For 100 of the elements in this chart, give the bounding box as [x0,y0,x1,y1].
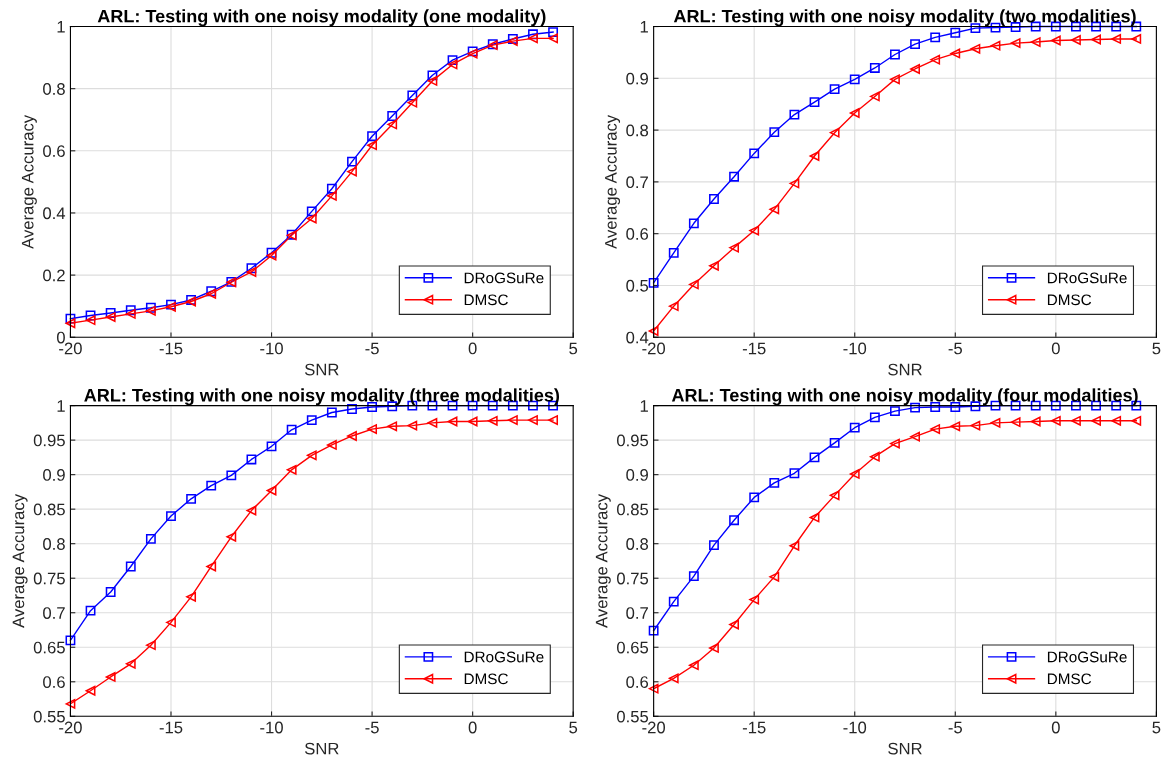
point [1010,417,1021,428]
point [749,148,760,159]
point [347,156,357,167]
point [890,406,900,417]
point [769,127,780,138]
point [950,421,961,432]
point [427,70,438,81]
chart-title: ARL: Testing with one noisy modality (two modalities) [673,9,1136,27]
point [688,279,699,290]
y-tick-label: 0.75 [33,572,65,585]
point [648,625,659,636]
point [849,422,860,433]
x-tick-label: -5 [365,721,379,734]
point [970,420,981,431]
y-tick-label: 0.85 [33,503,65,516]
point [387,111,398,121]
point [1050,415,1061,426]
point [789,109,800,120]
legend-label: DRoGSuRe [464,272,544,284]
point [387,421,398,432]
point [407,420,418,431]
point [85,315,96,326]
point [447,416,458,427]
point [65,318,76,329]
point [829,84,840,95]
legend-label: DRoGSuRe [1047,651,1127,663]
point [910,431,920,442]
point [125,305,136,316]
y-tick-label: 0.55 [616,710,649,723]
x-tick-label: 5 [1152,721,1161,734]
legend-label: DRoGSuRe [464,651,544,663]
y-tick-label: 0.95 [33,434,65,447]
point [548,415,559,426]
point [1071,415,1081,426]
point [367,424,378,435]
y-tick-label: 1 [640,21,648,33]
point [849,74,860,85]
point [306,213,317,224]
point [1131,415,1142,426]
point [266,441,277,452]
point [105,672,116,682]
point [226,470,237,481]
y-tick-label: 0.5 [626,279,649,292]
point [890,49,900,60]
point [528,33,538,44]
point [487,415,498,426]
point [849,108,860,118]
point [648,277,659,288]
y-axis-title: Average Accuracy [21,114,37,249]
point [930,424,941,435]
x-axis-title: SNR [888,742,922,755]
point [347,404,357,414]
point [186,591,197,602]
y-tick-label: 0.2 [43,269,65,282]
point [930,54,941,65]
point [829,127,840,138]
point [729,619,740,630]
point [709,260,719,271]
point [125,658,136,669]
y-axis-title: Average Accuracy [12,493,28,628]
x-tick-label: 0 [1051,342,1060,355]
point [387,119,398,130]
point [849,469,860,479]
point [326,183,337,194]
point [145,533,156,544]
point [809,151,820,161]
x-axis-title: SNR [304,742,339,755]
point [809,512,820,523]
point [347,431,357,441]
point [890,74,900,85]
point [869,412,880,423]
point [367,140,378,151]
point [869,91,880,102]
x-tick-label: -5 [948,721,962,734]
point [367,131,378,142]
point [246,454,257,465]
y-tick-label: 0.8 [626,124,649,137]
point [326,440,337,450]
x-tick-label: -10 [260,721,283,734]
point [1071,35,1081,45]
point [266,485,277,496]
point [447,59,458,70]
point [709,643,719,653]
point [648,683,659,694]
y-tick-label: 0.8 [626,538,649,550]
point [528,415,538,426]
point [125,561,136,572]
y-tick-label: 0.7 [43,607,65,619]
legend-label: DMSC [1047,673,1092,685]
point [1091,415,1101,426]
point [65,313,76,324]
point [246,263,257,274]
x-tick-label: -15 [159,721,183,734]
point [65,635,76,646]
x-tick-label: -20 [59,721,82,734]
x-tick-label: -15 [159,342,183,355]
point [910,64,920,74]
point [145,640,156,651]
y-tick-label: 0.55 [33,710,65,723]
y-tick-label: 1 [640,400,648,412]
